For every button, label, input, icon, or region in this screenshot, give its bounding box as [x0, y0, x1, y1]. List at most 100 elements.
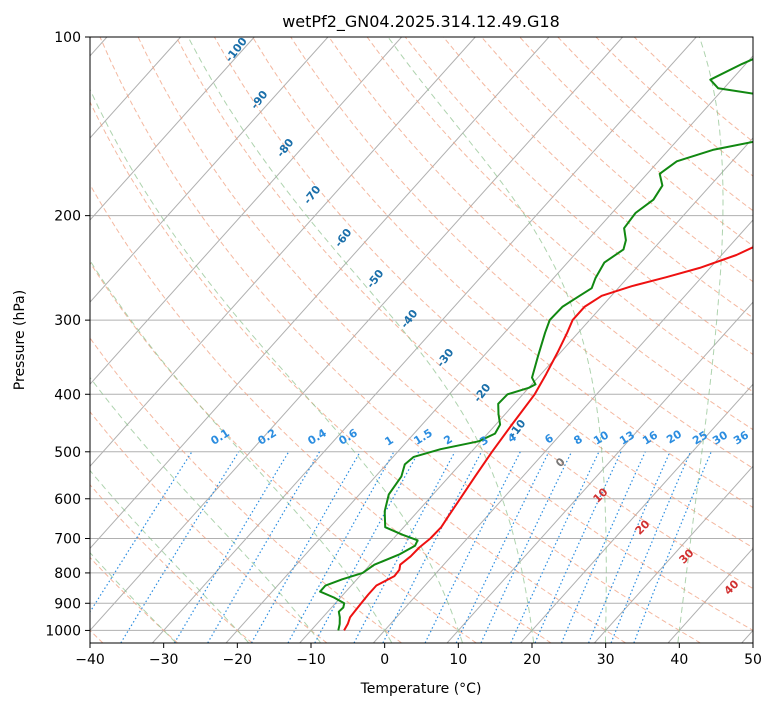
x-axis-label: Temperature (°C) [360, 681, 482, 697]
dry-adiabat-line [481, 37, 753, 283]
x-tick-label: −30 [149, 652, 179, 668]
y-tick-label: 900 [54, 596, 81, 612]
mixing-ratio-label: 0.4 [305, 426, 329, 448]
dry-adiabat-line [252, 37, 753, 509]
dewpoint-profile-line [319, 58, 753, 631]
isotherm-line [90, 37, 329, 303]
x-tick-label: 40 [670, 652, 688, 668]
moist-adiabat-line [90, 88, 463, 643]
isotherm-line [225, 55, 753, 643]
x-tick-label: −20 [223, 652, 253, 668]
mixing-ratio-label: 10 [591, 428, 611, 447]
theta-e-label: -80 [274, 136, 297, 160]
mixing-ratio-line [424, 451, 521, 643]
dry-adiabat-line [443, 37, 753, 319]
mixing-ratio-line [353, 451, 456, 643]
mixing-ratio-line [120, 451, 240, 643]
x-tick-label: −40 [75, 652, 105, 668]
y-tick-label: 1000 [45, 623, 81, 639]
dry-adiabat-line [90, 337, 402, 643]
isotherm-line [299, 137, 753, 643]
mixing-ratio-label: 30 [710, 428, 730, 447]
y-axis-label: Pressure (hPa) [12, 290, 28, 390]
dry-adiabat-line [99, 37, 701, 643]
y-tick-label: 700 [54, 532, 81, 548]
moist-adiabat-line [90, 469, 249, 643]
mixing-ratio-label: 2 [441, 432, 454, 447]
dry-adiabat-line [90, 484, 253, 643]
mixing-ratio-line [633, 451, 712, 643]
moist-adiabat-line [677, 37, 724, 643]
isotherm-line [152, 37, 697, 643]
mixing-ratio-label: 20 [664, 427, 684, 446]
theta-e-label: -60 [332, 226, 355, 250]
moist-adiabat-line [187, 37, 535, 643]
x-tick-label: 10 [449, 652, 467, 668]
moist-adiabat-line [90, 376, 321, 643]
mixing-ratio-label: 13 [617, 428, 637, 447]
mixing-ratio-label: 25 [690, 428, 710, 447]
plot-frame [89, 36, 754, 644]
isotherm-line [520, 383, 753, 643]
dry-adiabat-line [557, 37, 753, 212]
theta-e-label: -50 [364, 267, 387, 291]
background-lines [90, 37, 753, 643]
isotherm-line [90, 37, 402, 385]
x-tick-label: 20 [523, 652, 541, 668]
mixing-ratio-label: 0.2 [255, 426, 278, 447]
y-axis: 100 200 300 400 500 600 700 800 900 1000 [45, 30, 90, 639]
theta-label: 10 [591, 485, 611, 505]
mixing-ratio-line [510, 451, 600, 643]
theta-label: 30 [677, 546, 697, 566]
isotherm-line [373, 219, 753, 643]
theta-e-label: -20 [471, 381, 494, 405]
dry-adiabat-line [175, 37, 753, 590]
y-tick-label: 300 [54, 313, 81, 329]
mixing-ratio-line [173, 451, 290, 643]
x-tick-label: −10 [296, 652, 326, 668]
y-tick-label: 200 [54, 209, 81, 225]
y-tick-label: 800 [54, 566, 81, 582]
mixing-ratio-label: 1 [382, 433, 395, 448]
mixing-ratio-line [560, 451, 646, 643]
dry-adiabat-line [290, 37, 753, 469]
x-tick-label: 30 [597, 652, 615, 668]
theta-e-label: -70 [301, 183, 324, 207]
theta-label: 0 [553, 455, 568, 470]
y-tick-label: 400 [54, 387, 81, 403]
isotherm-line [90, 37, 476, 468]
mixing-ratio-label: 0.6 [336, 426, 360, 448]
mixing-ratio-label: 0.1 [208, 426, 231, 447]
mixing-ratio-label: 1.5 [411, 426, 434, 447]
isotherm-line [90, 37, 623, 632]
profile-lines [319, 58, 753, 631]
mixing-ratio-line [588, 451, 671, 643]
mixing-ratio-line [610, 451, 692, 643]
dry-adiabat-line [328, 37, 753, 431]
moist-adiabat-line [387, 37, 607, 643]
x-tick-label: 0 [380, 652, 389, 668]
mixing-ratio-line [455, 451, 550, 643]
y-tick-label: 500 [54, 445, 81, 461]
mixing-ratio-label: 36 [731, 428, 751, 447]
dry-adiabat-line [633, 37, 753, 143]
chart-title: wetPf2_GN04.2025.314.12.49.G18 [282, 12, 560, 32]
mixing-ratio-line [534, 451, 622, 643]
isotherm-line [90, 37, 550, 550]
temperature-profile-line [343, 246, 753, 631]
dry-adiabat-line [137, 37, 753, 631]
dry-adiabat-line [90, 100, 626, 643]
mixing-ratio-line [314, 451, 420, 643]
mixing-ratio-line [480, 451, 573, 643]
x-tick-label: 50 [744, 652, 762, 668]
mixing-ratio-label: 6 [542, 431, 556, 446]
theta-e-label: -90 [248, 88, 271, 112]
mixing-ratio-line [90, 451, 193, 614]
isotherm-line [446, 301, 753, 643]
dry-adiabat-line [90, 183, 552, 643]
isotherm-line [741, 629, 753, 643]
y-tick-label: 100 [54, 30, 81, 46]
line-labels: 0.1 0.2 0.4 0.6 1 1.5 2 3 4 6 8 10 13 16 20 25 30 36-100-… [208, 37, 751, 598]
dry-adiabat-line [213, 37, 753, 549]
isotherm-line [90, 37, 255, 221]
